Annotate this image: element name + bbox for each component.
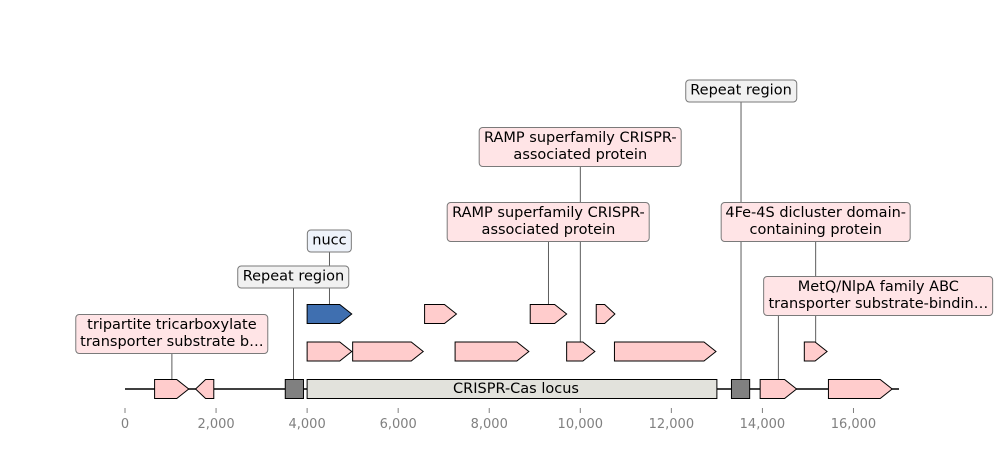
axis-tick-label: 2,000 [197, 417, 235, 432]
gene-2-feature[interactable] [194, 379, 215, 399]
axis-tick-label: 10,000 [557, 417, 604, 432]
label-repeat-region-2[interactable]: Repeat region [685, 79, 797, 103]
axis-tick-label: 12,000 [648, 417, 695, 432]
feature-arrows [154, 304, 893, 399]
gene-3-feature[interactable] [759, 379, 798, 399]
gene-9-feature[interactable] [613, 341, 717, 362]
gene-5-feature[interactable] [306, 341, 353, 362]
x-axis [124, 408, 854, 413]
axis-tick-label: 6,000 [379, 417, 417, 432]
gene-12-feature[interactable] [529, 304, 568, 324]
gene-11-feature[interactable] [424, 304, 458, 324]
label-4fe-4s-dicluster-protein[interactable]: 4Fe-4S dicluster domain- containing prot… [720, 202, 912, 242]
gene-1-feature[interactable] [154, 379, 190, 399]
label-tripartite-tricarboxylate-transporter[interactable]: tripartite tricarboxylate transporter su… [75, 314, 269, 354]
repeat-1-feature[interactable] [284, 379, 304, 399]
axis-tick-label: 4,000 [288, 417, 326, 432]
gene-7-feature[interactable] [454, 341, 530, 362]
label-repeat-region-1[interactable]: Repeat region [237, 265, 350, 289]
crispr-cas-locus[interactable] [306, 379, 718, 399]
gene-10-feature[interactable] [803, 341, 828, 362]
axis-tick-label: 16,000 [830, 417, 877, 432]
repeat-2-feature[interactable] [730, 379, 751, 399]
gene-13-feature[interactable] [595, 304, 616, 324]
label-ramp-crispr-protein-1[interactable]: RAMP superfamily CRISPR- associated prot… [447, 202, 650, 242]
label-nucc[interactable]: nucc [307, 229, 352, 253]
gene-8-feature[interactable] [566, 341, 596, 362]
locus-label: CRISPR-Cas locus [453, 381, 579, 397]
nucc-feature[interactable] [306, 304, 353, 324]
axis-tick-label: 8,000 [470, 417, 508, 432]
gene-4-feature[interactable] [827, 379, 893, 399]
label-metq-nlpa-abc-transporter[interactable]: MetQ/NlpA family ABC transporter substra… [763, 276, 994, 316]
axis-tick-label: 0 [120, 417, 130, 432]
label-ramp-crispr-protein-2[interactable]: RAMP superfamily CRISPR- associated prot… [478, 127, 682, 167]
axis-tick-label: 14,000 [739, 417, 786, 432]
gene-6-feature[interactable] [352, 341, 425, 362]
